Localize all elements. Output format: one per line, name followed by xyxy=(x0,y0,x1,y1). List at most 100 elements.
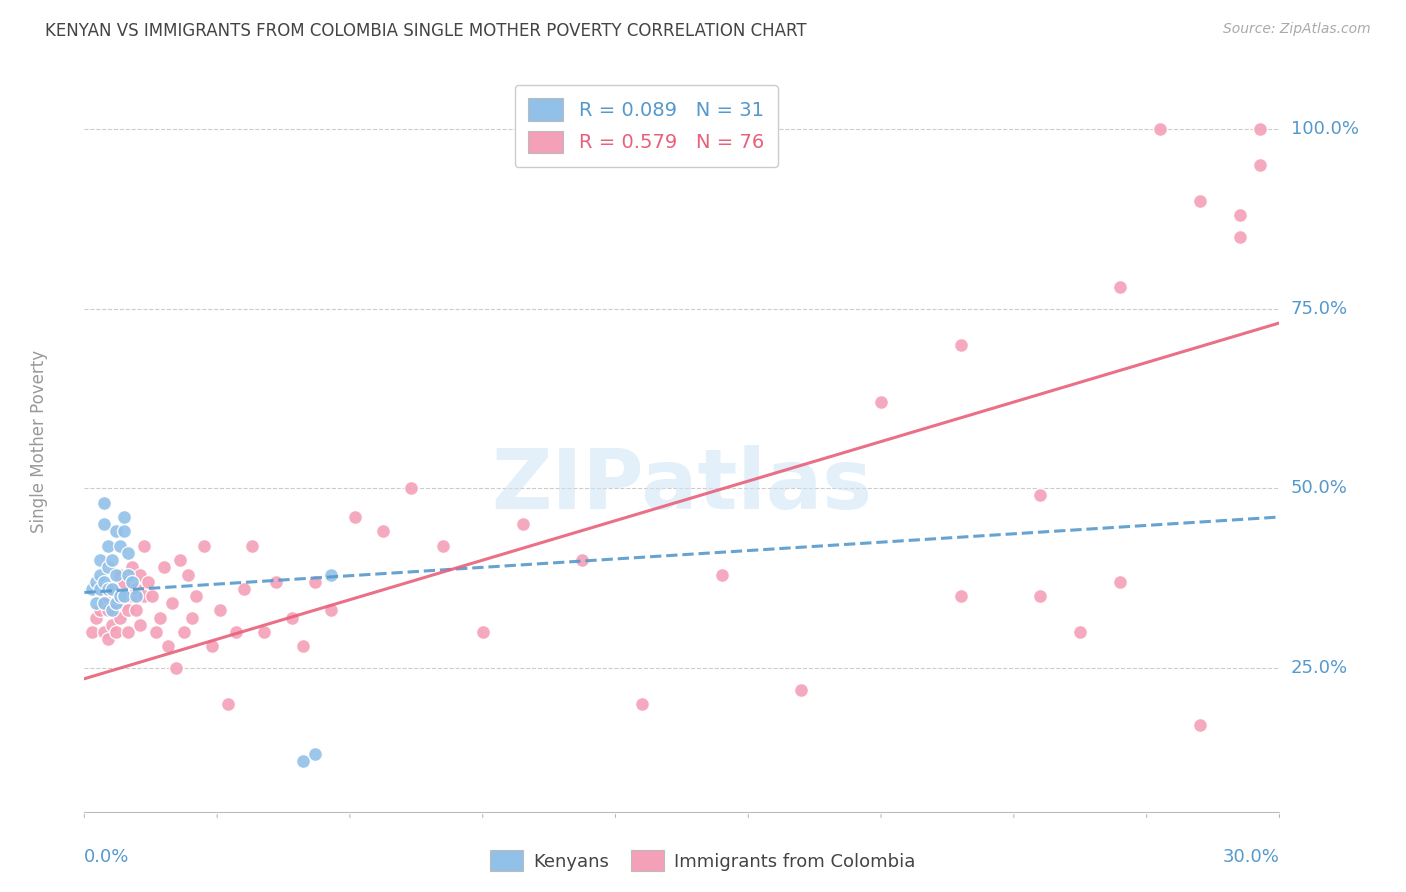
Point xyxy=(1229,208,1251,222)
Point xyxy=(101,553,124,567)
Point xyxy=(264,574,287,589)
Point xyxy=(292,755,315,769)
Point xyxy=(432,539,454,553)
Legend: R = 0.089   N = 31, R = 0.579   N = 76: R = 0.089 N = 31, R = 0.579 N = 76 xyxy=(515,85,778,167)
Point xyxy=(304,574,326,589)
Text: ZIPatlas: ZIPatlas xyxy=(492,445,872,526)
Point xyxy=(86,596,108,610)
Point xyxy=(165,661,187,675)
Point xyxy=(136,574,159,589)
Point xyxy=(89,582,111,596)
Point xyxy=(1188,194,1211,208)
Point xyxy=(149,610,172,624)
Point xyxy=(304,747,326,762)
Point xyxy=(201,640,224,654)
Point xyxy=(93,495,115,509)
Point xyxy=(110,567,132,582)
Point xyxy=(1109,280,1132,294)
Point xyxy=(121,574,143,589)
Point xyxy=(160,596,183,610)
Point xyxy=(1249,158,1271,172)
Point xyxy=(280,610,302,624)
Point xyxy=(253,625,276,640)
Point xyxy=(631,697,654,711)
Point xyxy=(117,567,139,582)
Point xyxy=(82,582,104,596)
Point xyxy=(129,567,152,582)
Point xyxy=(93,517,115,532)
Point xyxy=(93,589,115,603)
Point xyxy=(117,546,139,560)
Point xyxy=(399,481,422,495)
Point xyxy=(112,589,135,603)
Text: 0.0%: 0.0% xyxy=(84,847,129,865)
Point xyxy=(141,589,163,603)
Point xyxy=(344,510,367,524)
Point xyxy=(132,539,156,553)
Point xyxy=(117,625,139,640)
Point xyxy=(112,524,135,539)
Point xyxy=(105,596,128,610)
Point xyxy=(181,610,204,624)
Point xyxy=(870,395,893,409)
Point xyxy=(949,337,972,351)
Point xyxy=(132,589,156,603)
Point xyxy=(101,582,124,596)
Point xyxy=(112,596,135,610)
Legend: Kenyans, Immigrants from Colombia: Kenyans, Immigrants from Colombia xyxy=(484,843,922,879)
Point xyxy=(232,582,254,596)
Point xyxy=(512,517,534,532)
Point xyxy=(112,574,135,589)
Point xyxy=(710,567,733,582)
Point xyxy=(97,582,120,596)
Point xyxy=(101,582,124,596)
Text: 50.0%: 50.0% xyxy=(1291,479,1347,497)
Point xyxy=(373,524,395,539)
Point xyxy=(1029,488,1052,502)
Point xyxy=(121,589,143,603)
Point xyxy=(1229,229,1251,244)
Point xyxy=(1188,718,1211,732)
Point xyxy=(1109,574,1132,589)
Point xyxy=(97,603,120,617)
Point xyxy=(105,596,128,610)
Point xyxy=(225,625,247,640)
Point xyxy=(125,582,148,596)
Text: Single Mother Poverty: Single Mother Poverty xyxy=(30,350,48,533)
Point xyxy=(240,539,263,553)
Point xyxy=(1249,121,1271,136)
Point xyxy=(121,560,143,574)
Point xyxy=(86,574,108,589)
Point xyxy=(97,632,120,647)
Point xyxy=(1029,589,1052,603)
Point xyxy=(208,603,231,617)
Text: 75.0%: 75.0% xyxy=(1291,300,1348,318)
Point xyxy=(157,640,180,654)
Point xyxy=(86,610,108,624)
Point xyxy=(105,524,128,539)
Point xyxy=(89,603,111,617)
Point xyxy=(125,603,148,617)
Point xyxy=(790,682,813,697)
Point xyxy=(1069,625,1091,640)
Point xyxy=(217,697,239,711)
Point xyxy=(93,625,115,640)
Point xyxy=(125,589,148,603)
Point xyxy=(471,625,494,640)
Point xyxy=(321,567,343,582)
Text: KENYAN VS IMMIGRANTS FROM COLOMBIA SINGLE MOTHER POVERTY CORRELATION CHART: KENYAN VS IMMIGRANTS FROM COLOMBIA SINGL… xyxy=(45,22,807,40)
Point xyxy=(129,617,152,632)
Text: 25.0%: 25.0% xyxy=(1291,659,1348,677)
Text: Source: ZipAtlas.com: Source: ZipAtlas.com xyxy=(1223,22,1371,37)
Point xyxy=(101,603,124,617)
Point xyxy=(101,617,124,632)
Point xyxy=(89,553,111,567)
Point xyxy=(184,589,207,603)
Point xyxy=(169,553,191,567)
Point xyxy=(112,510,135,524)
Point xyxy=(193,539,215,553)
Point xyxy=(321,603,343,617)
Point xyxy=(177,567,200,582)
Point xyxy=(110,539,132,553)
Point xyxy=(89,567,111,582)
